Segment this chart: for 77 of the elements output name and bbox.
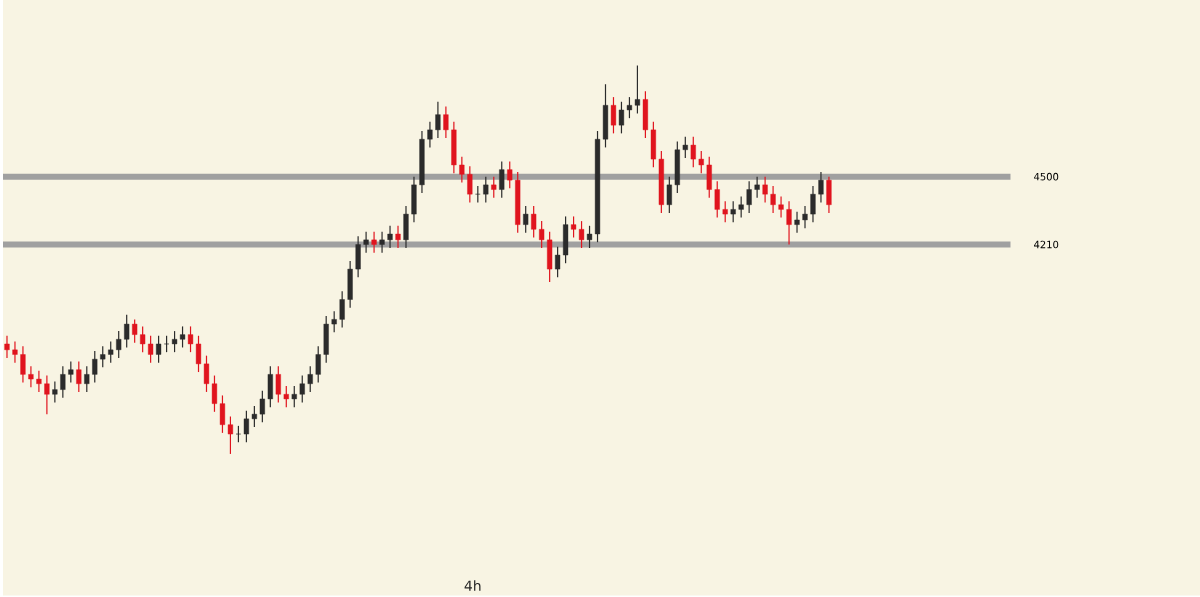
candlestick — [68, 360, 74, 383]
candlestick — [132, 318, 138, 344]
candlestick — [802, 205, 808, 229]
candlestick — [227, 415, 234, 455]
candlestick — [499, 160, 505, 199]
candlestick — [307, 365, 313, 393]
candlestick — [108, 340, 114, 364]
candlestick — [523, 205, 529, 234]
candlestick — [140, 325, 146, 353]
candlestick — [379, 230, 385, 254]
candlestick — [28, 365, 34, 388]
candlestick — [259, 389, 265, 423]
candlestick — [52, 380, 58, 403]
candlestick — [84, 365, 90, 393]
candlestick — [92, 350, 98, 383]
candlestick — [666, 175, 672, 214]
candlestick — [459, 155, 465, 183]
candlestick — [148, 334, 154, 364]
candlestick — [283, 385, 289, 408]
candlestick — [156, 334, 162, 364]
candlestick — [371, 230, 377, 254]
candlestick — [4, 334, 10, 359]
candlestick — [179, 325, 186, 348]
candlestick — [507, 160, 513, 189]
candlestick — [570, 215, 577, 238]
candlestick — [76, 360, 82, 393]
y-tick-label: 4500 — [1034, 172, 1059, 181]
candlestick — [483, 175, 489, 203]
candlestick — [36, 370, 42, 393]
candlestick — [770, 185, 776, 214]
candlestick — [730, 200, 736, 223]
candlestick — [427, 120, 433, 148]
candlestick — [331, 310, 337, 333]
candlestick — [44, 374, 50, 415]
candlestick — [20, 345, 26, 383]
y-tick-label: 4210 — [1034, 240, 1059, 249]
candlestick — [12, 340, 18, 364]
candlestick — [435, 100, 441, 139]
candlestick — [395, 224, 401, 249]
candlestick — [443, 105, 449, 139]
candlestick — [698, 150, 704, 174]
candlestick — [682, 136, 688, 159]
candlestick — [467, 165, 473, 203]
candlestick — [491, 175, 497, 199]
candlestick — [363, 230, 369, 254]
candlestick — [531, 205, 537, 238]
candlestick — [291, 385, 297, 408]
candlestick — [722, 200, 728, 223]
candlestick — [251, 405, 257, 428]
candlestick — [762, 175, 768, 203]
candlestick — [778, 195, 784, 218]
candlestick — [555, 246, 561, 278]
candlestick — [746, 180, 752, 214]
candlestick — [786, 200, 792, 245]
candlestick — [124, 313, 130, 348]
candlestick — [818, 171, 824, 203]
candlestick — [578, 220, 585, 249]
candlestick — [387, 224, 393, 249]
candlestick — [275, 365, 281, 403]
candlestick — [60, 365, 66, 399]
candlestick — [634, 64, 641, 114]
candlestick — [299, 374, 305, 403]
candlestick — [171, 330, 178, 353]
candlestick — [116, 330, 122, 359]
candlestick — [100, 345, 106, 368]
candlestick — [610, 96, 617, 134]
candlestick — [690, 136, 696, 168]
text: 4h — [464, 579, 481, 591]
candlestick — [738, 195, 744, 218]
candlestick — [243, 409, 249, 443]
candlestick — [339, 290, 345, 328]
candlestick — [810, 185, 816, 223]
candlestick — [794, 210, 800, 234]
candlestick — [714, 180, 720, 218]
candlestick — [754, 175, 760, 199]
candlestick — [315, 345, 321, 383]
candlestick — [539, 220, 545, 249]
